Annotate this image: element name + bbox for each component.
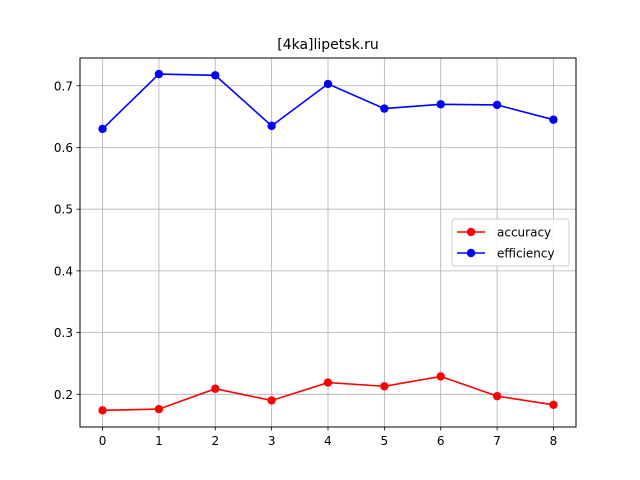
accuracy-point (267, 396, 276, 405)
efficiency-point (154, 69, 164, 79)
x-axis: 0 1 2 3 4 5 6 7 8 (99, 427, 558, 448)
x-tick-label: 7 (493, 434, 501, 448)
efficiency-point (436, 100, 445, 109)
x-tick-label: 1 (155, 434, 163, 448)
legend-label-accuracy: accuracy (497, 226, 551, 240)
y-tick-label: 0.7 (54, 79, 73, 93)
efficiency-point (323, 79, 333, 89)
grid-lines (80, 58, 576, 427)
legend: accuracy efficiency (451, 218, 570, 267)
efficiency-point (380, 104, 389, 113)
y-tick-label: 0.2 (54, 388, 73, 402)
legend-marker-accuracy (466, 227, 476, 237)
accuracy-point (492, 391, 502, 401)
efficiency-point (98, 124, 107, 134)
chart-title: [4ka]lipetsk.ru (277, 37, 379, 53)
legend-label-efficiency: efficiency (497, 247, 555, 261)
x-tick-label: 0 (99, 434, 107, 448)
x-tick-label: 4 (324, 434, 332, 448)
accuracy-point (323, 378, 333, 387)
accuracy-point (98, 406, 107, 415)
y-tick-label: 0.5 (54, 203, 73, 217)
accuracy-point (211, 384, 220, 393)
legend-marker-efficiency (466, 248, 476, 258)
x-tick-label: 5 (381, 434, 389, 448)
x-tick-label: 6 (437, 434, 445, 448)
y-tick-label: 0.6 (54, 141, 73, 155)
efficiency-point (549, 115, 558, 124)
efficiency-point (267, 121, 276, 131)
legend-box (451, 218, 570, 267)
y-tick-label: 0.4 (54, 264, 73, 278)
series-layer (98, 69, 558, 415)
y-tick-label: 0.3 (54, 326, 73, 340)
accuracy-point (549, 400, 558, 409)
x-tick-label: 2 (211, 434, 219, 448)
y-axis: 0.2 0.3 0.4 0.5 0.6 0.7 (54, 79, 80, 402)
accuracy-point (154, 404, 164, 414)
efficiency-point (492, 100, 502, 110)
x-tick-label: 8 (550, 434, 558, 448)
accuracy-point (436, 372, 445, 381)
accuracy-point (380, 382, 389, 391)
x-tick-label: 3 (268, 434, 276, 448)
efficiency-point (211, 71, 220, 80)
